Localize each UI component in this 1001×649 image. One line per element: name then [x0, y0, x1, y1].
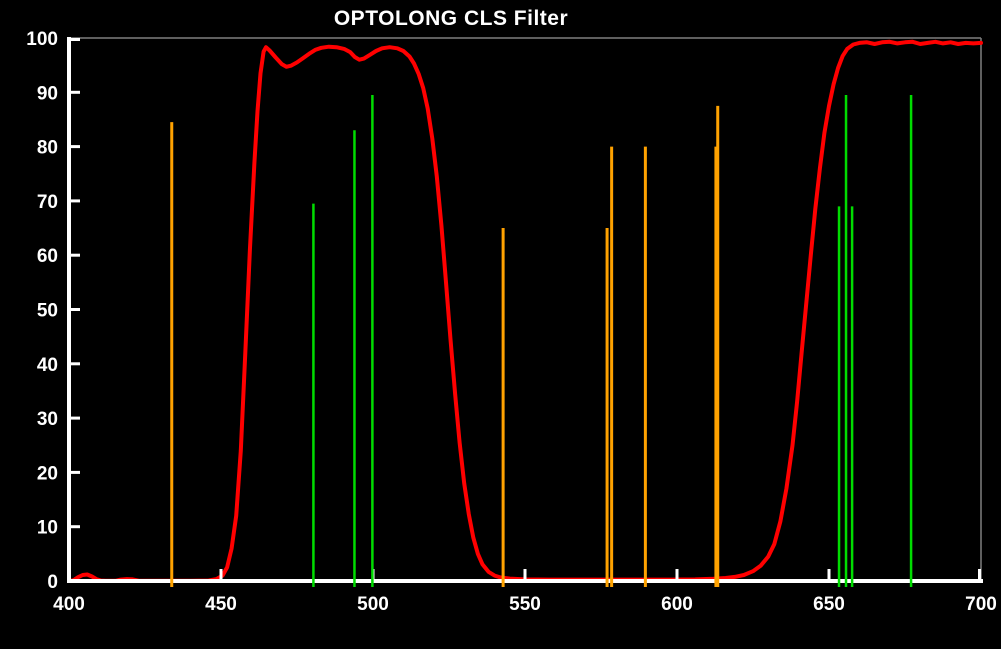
chart-title: OPTOLONG CLS Filter	[333, 7, 569, 30]
y-tick-label: 0	[47, 572, 58, 593]
y-tick-label: 100	[26, 29, 58, 50]
y-tick-label: 50	[37, 301, 58, 322]
y-tick-label: 30	[37, 409, 58, 430]
x-tick-label: 550	[509, 594, 541, 615]
y-tick-label: 80	[37, 138, 58, 159]
x-tick-label: 400	[53, 594, 85, 615]
x-tick-label: 500	[357, 594, 389, 615]
y-tick-label: 60	[37, 246, 58, 267]
transmission-curve	[67, 39, 983, 583]
x-tick-label: 700	[965, 594, 997, 615]
y-tick-label: 20	[37, 463, 58, 484]
y-tick-label: 90	[37, 83, 58, 104]
x-tick-label: 450	[205, 594, 237, 615]
y-tick-label: 40	[37, 355, 58, 376]
y-tick-label: 10	[37, 518, 58, 539]
x-tick-label: 600	[661, 594, 693, 615]
y-tick-label: 70	[37, 192, 58, 213]
x-tick-label: 650	[813, 594, 845, 615]
